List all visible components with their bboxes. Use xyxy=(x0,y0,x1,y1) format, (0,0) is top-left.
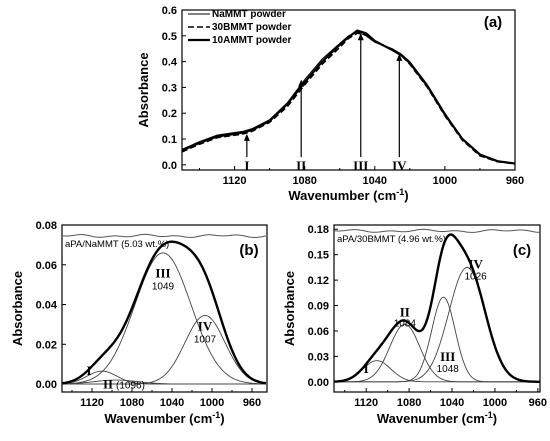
y-tick-label: 0.6 xyxy=(162,5,177,17)
y-tick-label: 0.4 xyxy=(162,57,178,69)
x-tick-label: 960 xyxy=(506,175,524,187)
chart-panel-a: 1120 1080 1040 1000 960 0.0 0.1 0.2 0.3 0.4 0.5 0.6… xyxy=(136,5,524,203)
component-peak-3 xyxy=(61,252,266,385)
peak-wavenumber: 1049 xyxy=(152,282,175,293)
panel-label: (b) xyxy=(239,242,258,259)
peak-arrowhead xyxy=(396,53,403,61)
y-tick-label: 0.02 xyxy=(36,339,57,351)
y-tick-label: 0.0 xyxy=(162,160,177,172)
series-line-2 xyxy=(181,32,516,165)
plot-frame xyxy=(181,9,516,171)
x-tick-label: 1040 xyxy=(160,397,184,409)
y-tick-label: 0.00 xyxy=(308,377,329,389)
peak-label: IV xyxy=(198,318,213,333)
peak-arrowhead xyxy=(357,33,364,41)
chart-panel-c: 1120 1080 1040 1000 960 0.00 0.03 0.06 0.09 0.12 0… xyxy=(282,224,547,426)
peak-label: II xyxy=(400,305,410,320)
y-tick-label: 0.15 xyxy=(308,250,329,262)
sample-note: aPA/NaMMT (5.03 wt.%) xyxy=(65,239,169,250)
peak-label: IV xyxy=(392,158,407,173)
peak-wavenumber: 1007 xyxy=(194,334,217,345)
x-tick-label: 1120 xyxy=(80,397,104,409)
x-tick-label: 960 xyxy=(529,397,547,409)
peak-arrowhead xyxy=(298,79,305,87)
envelope-curve xyxy=(334,233,540,383)
x-axis-label: Wavenumber (cm-1) xyxy=(104,410,224,426)
peak-wavenumber: 1048 xyxy=(437,364,460,375)
y-axis-label: Absorbance xyxy=(282,271,297,346)
peak-label: II xyxy=(296,158,306,173)
peak-label: III xyxy=(440,349,455,364)
x-tick-label: 1040 xyxy=(440,397,464,409)
peak-arrowhead xyxy=(243,133,250,141)
y-tick-label: 0.06 xyxy=(308,326,329,338)
sample-note: aPA/30BMMT (4.96 wt.%) xyxy=(337,234,446,245)
peak-label: III xyxy=(353,158,368,173)
peak-label: I xyxy=(244,158,249,173)
x-tick-label: 1000 xyxy=(433,175,457,187)
x-tick-label: 1120 xyxy=(223,175,247,187)
envelope-curve xyxy=(61,240,267,385)
legend-entry: NaMMT powder xyxy=(212,9,286,20)
x-tick-label: 1080 xyxy=(292,175,316,187)
reference-spectrum-line xyxy=(333,228,541,233)
y-tick-label: 0.1 xyxy=(162,134,177,146)
y-tick-label: 0.08 xyxy=(36,220,57,232)
y-tick-label: 0.18 xyxy=(308,224,329,236)
y-tick-label: 0.09 xyxy=(308,301,329,313)
x-tick-label: 1120 xyxy=(354,397,378,409)
chart-panel-b: 1120 1080 1040 1000 960 0.00 0.02 0.04 0.06 0.08 W… xyxy=(10,220,268,426)
x-tick-label: 1080 xyxy=(120,397,144,409)
peak-label: II xyxy=(103,376,113,391)
y-tick-label: 0.3 xyxy=(162,82,177,94)
peak-wavenumber: (1096) xyxy=(116,380,145,391)
x-axis-label: Wavenumber (cm-1) xyxy=(377,410,497,426)
panel-label: (a) xyxy=(484,14,502,31)
peak-wavenumber: 1026 xyxy=(465,272,488,283)
y-tick-label: 0.2 xyxy=(162,108,177,120)
peak-label: I xyxy=(364,361,369,376)
y-axis-label: Absorbance xyxy=(136,52,151,127)
x-tick-label: 1080 xyxy=(397,397,421,409)
series-line-3 xyxy=(181,29,516,165)
y-tick-label: 0.12 xyxy=(308,275,329,287)
y-axis-label: Absorbance xyxy=(10,271,25,346)
plot-frame xyxy=(333,224,541,393)
y-tick-label: 0.04 xyxy=(36,300,58,312)
x-tick-label: 1040 xyxy=(363,175,387,187)
component-peak-2 xyxy=(61,379,266,385)
peak-wavenumber: 1084 xyxy=(394,318,417,329)
peak-label: IV xyxy=(468,257,483,272)
y-tick-label: 0.00 xyxy=(36,379,57,391)
y-tick-label: 0.03 xyxy=(308,351,329,363)
x-tick-label: 1000 xyxy=(483,397,507,409)
series-line-1 xyxy=(181,31,516,165)
y-tick-label: 0.06 xyxy=(36,260,57,272)
legend-entry: 30BMMT powder xyxy=(212,22,292,33)
peak-label: III xyxy=(155,266,170,281)
component-peak-4 xyxy=(62,315,267,385)
plot-frame xyxy=(61,224,268,393)
panel-label: (c) xyxy=(513,242,531,259)
x-tick-label: 960 xyxy=(243,397,261,409)
legend-entry: 10AMMT powder xyxy=(212,35,292,46)
x-axis-label: Wavenumber (cm-1) xyxy=(288,187,408,203)
reference-spectrum-line xyxy=(61,233,267,238)
x-tick-label: 1000 xyxy=(200,397,224,409)
peak-label: I xyxy=(86,363,91,378)
y-tick-label: 0.5 xyxy=(162,31,177,43)
